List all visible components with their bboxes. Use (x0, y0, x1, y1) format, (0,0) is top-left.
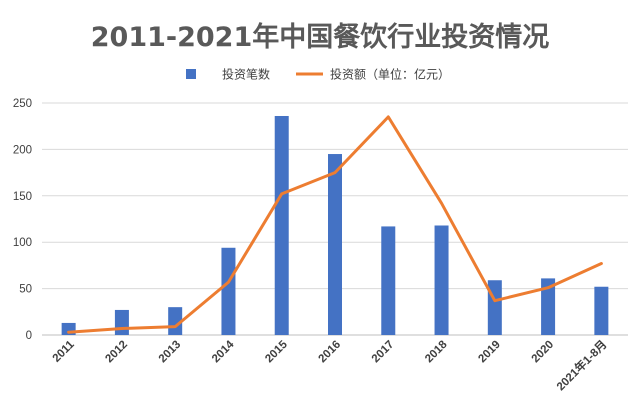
bar (114, 309, 129, 335)
line-series (67, 115, 603, 334)
bar (328, 154, 342, 335)
y-tick-label: 100 (13, 237, 32, 249)
x-tick-label: 2020 (530, 339, 557, 366)
x-tick-label: 2018 (423, 338, 450, 365)
bar (487, 280, 502, 335)
bar (221, 247, 236, 335)
x-tick-label: 2011 (51, 338, 78, 365)
legend-swatch-bar (186, 69, 196, 79)
x-tick-label: 2021年1-8月 (553, 337, 609, 393)
y-tick-label: 250 (13, 98, 32, 110)
bar (594, 286, 609, 335)
bar (274, 115, 289, 335)
bar (381, 226, 396, 335)
x-tick-label: 2014 (210, 338, 237, 365)
y-tick-label: 50 (19, 284, 32, 296)
x-tick-label: 2015 (263, 338, 290, 365)
bar-series (61, 115, 609, 335)
chart-title: 2011-2021年中国餐饮行业投资情况 (91, 21, 550, 53)
x-tick-label: 2017 (370, 339, 397, 366)
x-tick-label: 2013 (157, 339, 184, 366)
y-tick-label: 0 (26, 330, 32, 342)
y-tick-label: 150 (13, 191, 32, 203)
bar (434, 225, 449, 335)
legend-label-bar: 投资笔数 (222, 67, 270, 82)
x-axis-tick-labels: 2011 2012 2013 2014 2015 2016 2017 2018 2019 2020… (51, 337, 610, 393)
bar (541, 278, 556, 335)
legend-label-line: 投资额（单位：亿元） (330, 67, 450, 82)
x-tick-label: 2019 (476, 339, 503, 366)
y-axis-tick-labels: 0 50 100 150 200 250 (13, 98, 32, 342)
x-tick-label: 2016 (317, 339, 344, 366)
legend: 投资笔数 投资额（单位：亿元） (186, 67, 450, 82)
x-tick-label: 2012 (103, 339, 130, 366)
y-tick-label: 200 (13, 144, 32, 156)
